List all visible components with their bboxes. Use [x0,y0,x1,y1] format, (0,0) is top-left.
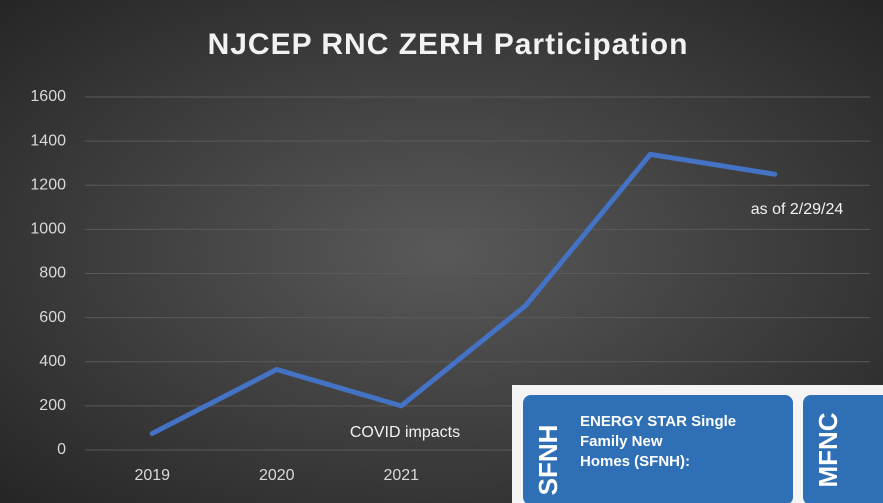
x-tick-label: 2020 [259,467,295,484]
y-tick-label: 1600 [30,88,66,105]
chart-title: NJCEP RNC ZERH Participation [208,28,689,61]
x-tick-label: 2019 [134,467,170,484]
y-tick-label: 1000 [30,221,66,238]
overlay-screenshot: SFNH ENERGY STAR Single Family New Homes… [512,385,883,503]
y-tick-label: 1200 [30,176,66,193]
annotation: as of 2/29/24 [751,201,844,218]
y-tick-label: 200 [39,397,66,414]
y-tick-label: 400 [39,353,66,370]
y-tick-label: 600 [39,309,66,326]
card-text: Homes (SFNH): [580,453,690,470]
card-text: ENERGY STAR Single [580,413,736,430]
plot-area: 0 200 400 600 800 1000 1200 1400 1600 2019 2020 202… [30,88,870,484]
card-tag: MFNC [813,412,843,487]
card [523,395,793,503]
x-tick-label: 2021 [383,467,419,484]
y-tick-label: 800 [39,265,66,282]
card-text: Family New [580,433,663,450]
card [803,395,883,503]
data-line [149,151,778,436]
card-tag: SFNH [533,425,563,496]
y-tick-label: 1400 [30,132,66,149]
annotation: COVID impacts [350,424,460,441]
y-tick-label: 0 [57,441,66,458]
